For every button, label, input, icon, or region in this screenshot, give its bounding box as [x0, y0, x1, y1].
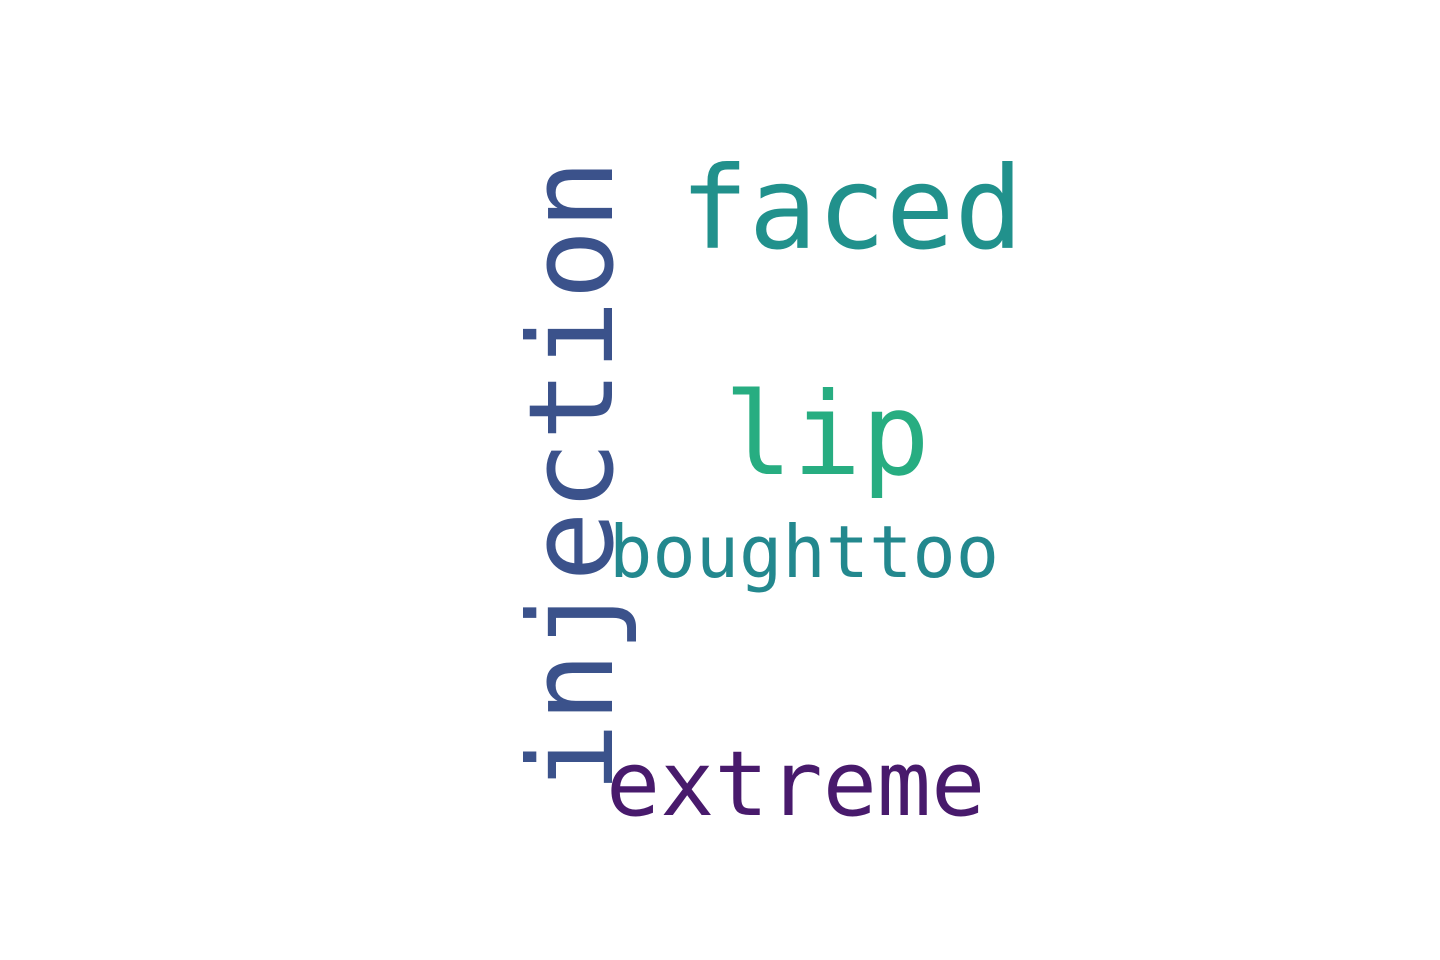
- word-faced: faced: [680, 142, 1024, 275]
- word-injection: injection: [503, 159, 640, 793]
- word-extreme: extreme: [606, 732, 986, 837]
- word-boughttoo: boughttoo: [609, 510, 1000, 594]
- word-lip: lip: [724, 368, 930, 501]
- word-injection-label: injection: [503, 159, 640, 793]
